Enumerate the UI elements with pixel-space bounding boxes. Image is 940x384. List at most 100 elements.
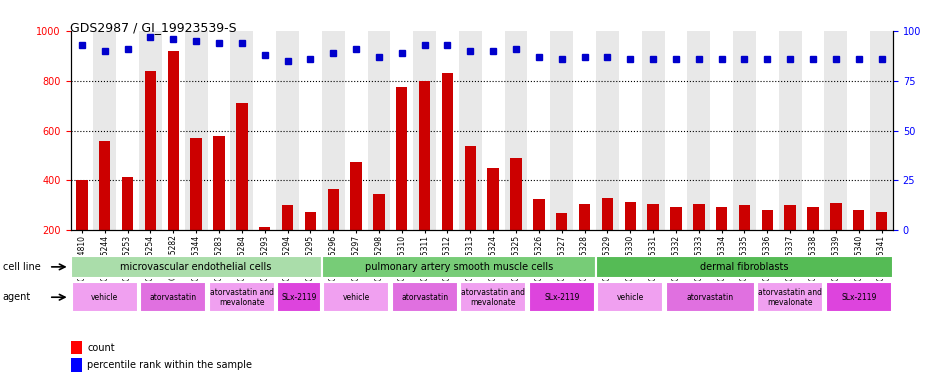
Bar — [71, 282, 138, 312]
Bar — [624, 202, 636, 280]
Bar — [236, 103, 247, 280]
Bar — [556, 213, 568, 280]
Bar — [853, 210, 865, 280]
Bar — [167, 51, 179, 280]
Bar — [528, 282, 595, 312]
Bar — [733, 31, 756, 230]
Bar — [321, 31, 345, 230]
Text: vehicle: vehicle — [617, 293, 644, 302]
Bar — [76, 180, 87, 280]
Bar — [442, 73, 453, 280]
Text: atorvastatin and
mevalonate: atorvastatin and mevalonate — [210, 288, 274, 307]
Text: SLx-2119: SLx-2119 — [544, 293, 579, 302]
Bar — [345, 31, 368, 230]
Bar — [321, 256, 596, 278]
Bar — [785, 205, 796, 280]
Bar — [213, 136, 225, 280]
Text: count: count — [87, 343, 115, 353]
Text: vehicle: vehicle — [342, 293, 369, 302]
Bar — [550, 31, 573, 230]
Text: atorvastatin and
mevalonate: atorvastatin and mevalonate — [759, 288, 822, 307]
Text: microvascular endothelial cells: microvascular endothelial cells — [120, 262, 272, 272]
Bar — [573, 31, 596, 230]
Bar — [276, 31, 299, 230]
Bar — [162, 31, 185, 230]
Bar — [488, 168, 499, 280]
Bar — [648, 204, 659, 280]
Bar — [602, 198, 613, 280]
Bar — [208, 31, 230, 230]
Bar — [191, 138, 202, 280]
Bar — [368, 31, 390, 230]
Bar — [327, 189, 339, 280]
Bar — [253, 31, 276, 230]
Bar — [876, 212, 887, 280]
Text: percentile rank within the sample: percentile rank within the sample — [87, 360, 253, 370]
Bar — [460, 282, 526, 312]
Bar — [757, 282, 823, 312]
Bar — [825, 282, 892, 312]
Text: atorvastatin: atorvastatin — [401, 293, 448, 302]
Bar — [870, 31, 893, 230]
Bar — [687, 31, 711, 230]
Bar — [70, 358, 82, 372]
Bar — [693, 204, 704, 280]
Bar — [277, 282, 321, 312]
Bar — [396, 87, 408, 280]
Bar — [70, 341, 82, 354]
Bar — [305, 212, 316, 280]
Bar — [619, 31, 642, 230]
Bar — [527, 31, 550, 230]
Bar — [209, 282, 275, 312]
Bar — [510, 158, 522, 280]
Text: GDS2987 / GI_19923539-S: GDS2987 / GI_19923539-S — [70, 21, 237, 34]
Bar — [70, 256, 321, 278]
Text: SLx-2119: SLx-2119 — [281, 293, 317, 302]
Bar — [756, 31, 778, 230]
Bar — [642, 31, 665, 230]
Bar — [390, 31, 414, 230]
Bar — [711, 31, 733, 230]
Bar — [670, 207, 681, 280]
Bar — [666, 282, 755, 312]
Bar — [140, 282, 207, 312]
Bar — [597, 282, 664, 312]
Text: atorvastatin and
mevalonate: atorvastatin and mevalonate — [462, 288, 525, 307]
Bar — [70, 31, 93, 230]
Bar — [739, 205, 750, 280]
Bar — [778, 31, 802, 230]
Bar — [579, 204, 590, 280]
Bar — [802, 31, 824, 230]
Bar — [414, 31, 436, 230]
Bar — [505, 31, 527, 230]
Bar — [419, 81, 431, 280]
Bar — [323, 282, 389, 312]
Bar — [145, 71, 156, 280]
Bar — [824, 31, 847, 230]
Text: agent: agent — [3, 292, 31, 302]
Text: atorvastatin: atorvastatin — [149, 293, 196, 302]
Bar — [122, 177, 133, 280]
Text: atorvastatin: atorvastatin — [686, 293, 734, 302]
Bar — [596, 256, 893, 278]
Bar — [117, 31, 139, 230]
Text: dermal fibroblasts: dermal fibroblasts — [700, 262, 789, 272]
Bar — [185, 31, 208, 230]
Bar — [373, 194, 384, 280]
Bar — [464, 146, 476, 280]
Bar — [93, 31, 117, 230]
Bar — [99, 141, 111, 280]
Bar — [282, 205, 293, 280]
Bar — [847, 31, 870, 230]
Bar — [259, 227, 271, 280]
Bar — [459, 31, 481, 230]
Text: SLx-2119: SLx-2119 — [841, 293, 876, 302]
Bar — [596, 31, 619, 230]
Bar — [299, 31, 321, 230]
Bar — [830, 203, 841, 280]
Bar — [351, 162, 362, 280]
Bar — [391, 282, 458, 312]
Bar — [716, 207, 728, 280]
Text: cell line: cell line — [3, 262, 40, 272]
Bar — [436, 31, 459, 230]
